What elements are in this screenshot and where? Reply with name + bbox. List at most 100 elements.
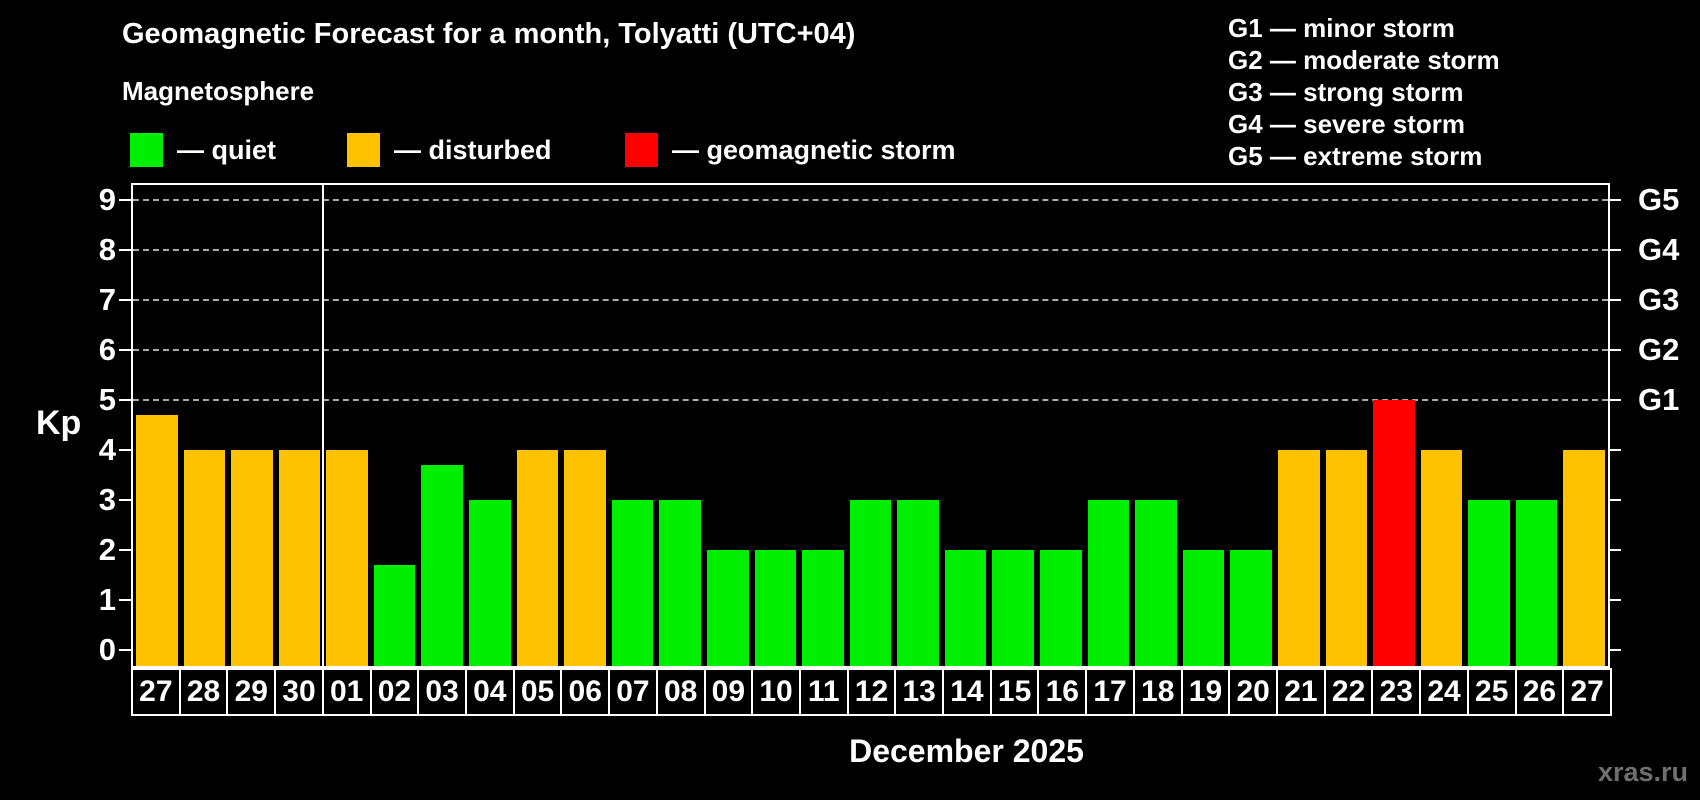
day-label-cell: 29 (226, 668, 277, 716)
day-label-cell: 27 (1562, 668, 1612, 716)
g3-legend-line: G3 — strong storm (1228, 77, 1464, 107)
y-tick-label-0: 0 (98, 632, 116, 667)
y-tick-label-7: 7 (98, 282, 116, 317)
legend-item-disturbed: — disturbed (347, 133, 552, 167)
g-scale-label-g3: G3 (1638, 282, 1680, 317)
right-axis-tick-3 (1609, 499, 1621, 501)
left-axis-tick-2 (119, 549, 131, 551)
page-title: Geomagnetic Forecast for a month, Tolyat… (122, 18, 856, 50)
kp-bar-day-20 (1230, 550, 1272, 666)
magnetosphere-subtitle: Magnetosphere (122, 76, 315, 106)
kp-bar-day-08 (659, 500, 701, 666)
day-label-cell: 17 (1085, 668, 1135, 716)
y-tick-label-9: 9 (98, 182, 116, 217)
right-axis-tick-6 (1609, 349, 1621, 351)
legend-item-quiet: — quiet (130, 133, 276, 167)
g-scale-label-g1: G1 (1638, 382, 1680, 417)
right-axis-tick-5 (1609, 399, 1621, 401)
day-label-cell: 22 (1323, 668, 1374, 716)
day-label-cell: 20 (1228, 668, 1279, 716)
kp-bar-day-21 (1277, 450, 1320, 666)
g-scale-label-g4: G4 (1638, 232, 1680, 267)
kp-bar-day-13 (897, 500, 939, 666)
kp-bar-day-17 (1087, 500, 1130, 666)
g2-legend-line: G2 — moderate storm (1228, 45, 1500, 75)
g4-legend-line: G4 — severe storm (1228, 109, 1466, 139)
right-axis-tick-8 (1609, 249, 1621, 251)
month-separator-line (322, 185, 325, 666)
day-label-cell: 30 (274, 668, 324, 716)
kp-bar-day-19 (1182, 550, 1225, 666)
kp-bar-day-07 (611, 500, 654, 666)
day-label-cell: 10 (751, 668, 801, 716)
day-label-cell: 01 (321, 668, 372, 716)
kp-bar-day-14 (944, 550, 987, 666)
kp-bar-day-23 (1373, 400, 1415, 666)
gridline-kp-6 (133, 349, 1608, 351)
day-label-cell: 08 (655, 668, 706, 716)
day-label-cell: 13 (894, 668, 945, 716)
day-label-cell: 16 (1037, 668, 1088, 716)
y-tick-label-5: 5 (98, 382, 116, 417)
right-axis-tick-9 (1609, 199, 1621, 201)
left-axis-tick-4 (119, 449, 131, 451)
legend-label-storm: — geomagnetic storm (672, 134, 956, 165)
kp-bar-day-10 (754, 550, 797, 666)
day-label-cell: 06 (560, 668, 611, 716)
y-tick-label-3: 3 (98, 482, 116, 517)
right-axis-tick-2 (1609, 549, 1621, 551)
watermark: xras.ru (1597, 757, 1688, 787)
kp-bar-day-24 (1420, 450, 1463, 666)
day-label-cell: 09 (703, 668, 754, 716)
day-label-cell: 05 (512, 668, 563, 716)
quiet-color-swatch (130, 133, 163, 167)
y-axis-title-kp: Kp (36, 404, 82, 442)
legend-item-storm: — geomagnetic storm (625, 133, 956, 167)
left-axis-tick-9 (119, 199, 131, 201)
left-axis-tick-3 (119, 499, 131, 501)
kp-bar-day-15 (992, 550, 1035, 666)
gridline-kp-8 (133, 249, 1608, 251)
day-label-cell: 07 (608, 668, 658, 716)
kp-bar-day-25 (1468, 500, 1510, 666)
kp-bar-day-28 (183, 450, 226, 666)
kp-bar-day-22 (1325, 450, 1368, 666)
storm-color-swatch (625, 133, 658, 167)
day-label-cell: 02 (369, 668, 420, 716)
kp-bar-day-26 (1515, 500, 1558, 666)
left-axis-tick-6 (119, 349, 131, 351)
kp-bar-day-12 (849, 500, 892, 666)
kp-bar-day-11 (802, 550, 844, 666)
day-label-cell: 12 (846, 668, 897, 716)
g-scale-legend: G1 — minor storm G2 — moderate storm G3 … (1228, 12, 1500, 172)
gridline-kp-7 (133, 299, 1608, 301)
gridline-kp-5 (133, 399, 1608, 401)
x-axis-day-labels: 27 28 29 30 01 02 03 04 05 06 07 08 09 10 11 12 13 14 15 16… (131, 668, 1612, 716)
day-label-cell: 03 (417, 668, 467, 716)
day-label-cell: 19 (1180, 668, 1231, 716)
day-label-cell: 25 (1466, 668, 1517, 716)
right-axis-tick-0 (1609, 649, 1621, 651)
y-tick-label-2: 2 (98, 532, 116, 567)
left-axis-tick-7 (119, 299, 131, 301)
day-label-cell: 15 (989, 668, 1040, 716)
day-label-cell: 21 (1276, 668, 1326, 716)
g-scale-label-g2: G2 (1638, 332, 1680, 367)
left-axis-tick-0 (119, 649, 131, 651)
right-axis-tick-4 (1609, 449, 1621, 451)
gridline-kp-9 (133, 199, 1608, 201)
kp-bar-day-01 (326, 450, 368, 666)
g-scale-label-g5: G5 (1638, 182, 1680, 217)
day-label-cell: 26 (1514, 668, 1565, 716)
day-label-cell: 04 (464, 668, 515, 716)
kp-bar-day-29 (231, 450, 273, 666)
disturbed-color-swatch (347, 133, 380, 167)
kp-bar-day-27 (136, 415, 178, 666)
right-axis-tick-7 (1609, 299, 1621, 301)
kp-bar-day-03 (421, 465, 464, 666)
kp-bar-day-04 (469, 500, 511, 666)
left-axis-tick-5 (119, 399, 131, 401)
left-axis-tick-1 (119, 599, 131, 601)
day-label-cell: 11 (798, 668, 849, 716)
